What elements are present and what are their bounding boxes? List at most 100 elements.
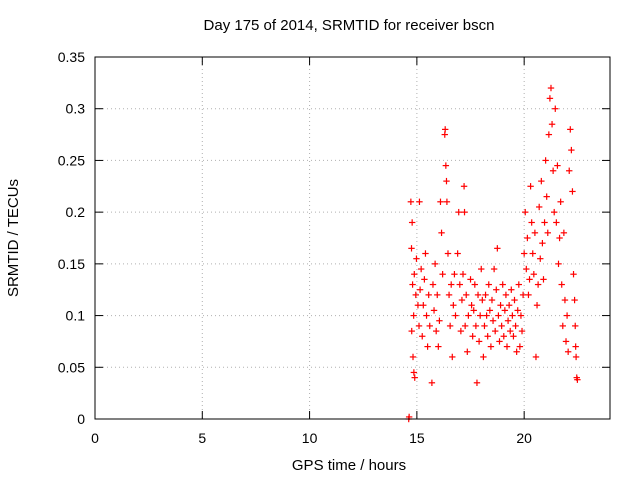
scatter-point [429,281,437,288]
scatter-point [511,296,518,304]
scatter-point [415,322,423,330]
scatter-point [532,353,540,361]
point-layer [405,84,581,423]
scatter-point [412,291,420,299]
scatter-point [493,286,500,293]
scatter-point [454,250,461,257]
scatter-point [495,312,502,319]
scatter-point [456,281,463,288]
scatter-point [552,105,559,112]
scatter-point [442,162,450,169]
scatter-point [504,317,512,324]
scatter-point [480,353,487,361]
scatter-point [569,188,576,195]
scatter-point [498,322,505,330]
scatter-point [494,245,501,252]
scatter-point [568,146,575,154]
scatter-point [434,291,441,299]
scatter-point [416,286,424,293]
scatter-point [439,271,446,278]
scatter-point [556,234,563,242]
scatter-point [488,296,496,304]
x-tick-label: 10 [302,430,318,446]
scatter-point [537,255,544,262]
scatter-point [428,379,436,386]
scatter-point [510,333,517,340]
scatter-point [544,229,551,237]
scatter-point [554,162,561,169]
scatter-point [555,260,562,268]
scatter-point [436,317,443,324]
scatter-point [541,219,548,226]
scatter-point [522,208,529,216]
scatter-point [463,291,470,299]
scatter-point [431,260,439,268]
scatter-point [557,198,564,205]
scatter-point [430,307,438,314]
scatter-point [413,255,420,262]
scatter-point [549,167,557,174]
y-tick-label: 0.25 [58,152,85,168]
scatter-point [497,302,504,309]
scatter-point [461,208,468,216]
scatter-point [432,327,440,335]
scatter-point [500,333,507,340]
scatter-point [461,322,469,330]
scatter-point [566,167,573,174]
scatter-point [419,333,426,340]
scatter-point [464,348,471,355]
scatter-point [458,296,466,304]
scatter-point [468,302,475,309]
scatter-point [443,177,450,185]
scatter-point [409,281,416,288]
scatter-point [546,95,554,102]
scatter-point [426,322,433,330]
scatter-point [571,296,578,304]
scatter-point [499,281,506,288]
scatter-point [539,239,546,247]
scatter-point [408,219,416,226]
scatter-point [410,369,418,376]
scatter-point [558,281,565,288]
scatter-point [517,312,525,319]
scatter-point [528,219,535,226]
scatter-point [420,302,427,309]
scatter-point [560,229,568,237]
chart-title: Day 175 of 2014, SRMTID for receiver bsc… [204,17,495,34]
scatter-point [496,338,503,345]
scatter-point [424,343,431,350]
scatter-point [507,327,514,335]
scatter-point [411,271,418,278]
scatter-point [553,219,560,226]
y-tick-label: 0.3 [66,101,86,117]
scatter-point [452,312,459,319]
plot-frame [94,56,611,420]
scatter-point [479,296,486,304]
scatter-point [482,291,489,299]
scatter-point [442,126,449,133]
scatter-point [417,265,425,273]
scatter-point [533,302,541,309]
scatter-point [486,307,494,314]
scatter-point [538,177,545,185]
x-tick-label: 5 [198,430,206,446]
scatter-point [411,374,418,381]
x-tick-label: 20 [516,430,532,446]
scatter-point [483,312,490,319]
scatter-point [518,327,526,335]
scatter-point [525,291,532,299]
scatter-point [487,343,495,350]
scatter-point [450,302,457,309]
scatter-point [505,302,513,309]
scatter-point [530,271,538,278]
y-tick-label: 0.35 [58,49,85,65]
scatter-point [467,276,474,283]
scatter-point [570,271,577,278]
scatter-point [407,198,415,205]
scatter-point [445,291,453,299]
y-tick-label: 0.05 [58,359,85,375]
scatter-point [470,307,477,314]
x-axis-label: GPS time / hours [292,457,406,474]
scatter-point [503,343,511,350]
